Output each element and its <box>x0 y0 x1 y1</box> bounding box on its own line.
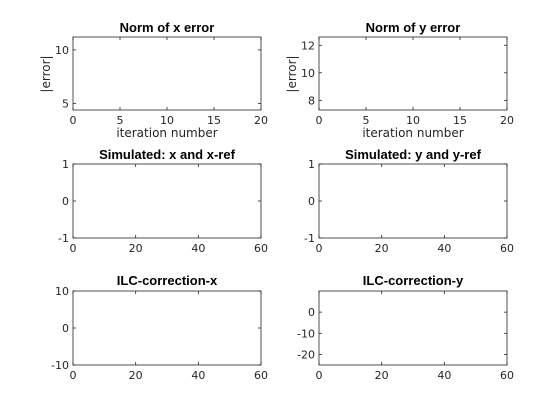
x-tick-label: 5 <box>363 114 370 127</box>
axes-frame <box>72 290 262 366</box>
x-tick-label: 40 <box>437 369 451 382</box>
x-tick-label: 0 <box>70 242 77 255</box>
x-tick-label: 20 <box>500 114 514 127</box>
x-tick-label: 60 <box>500 242 514 255</box>
axes-frame <box>318 290 508 366</box>
chart-title: ILC-correction-x <box>117 273 218 288</box>
x-axis-label: iteration number <box>116 126 217 140</box>
y-tick-label: 1 <box>62 158 69 171</box>
x-tick-label: 15 <box>453 114 467 127</box>
y-tick-label: -1 <box>58 232 69 245</box>
x-tick-label: 5 <box>117 114 124 127</box>
x-tick-label: 15 <box>207 114 221 127</box>
x-tick-label: 0 <box>316 369 323 382</box>
subplot-norm-x: Norm of x error iteration number |error|… <box>39 20 268 140</box>
y-tick-label: 10 <box>55 285 69 298</box>
subplot-norm-y: Norm of y error iteration number |error|… <box>285 20 514 140</box>
x-tick-label: 20 <box>254 114 268 127</box>
y-tick-label: 0 <box>62 195 69 208</box>
x-tick-label: 20 <box>129 369 143 382</box>
y-axis-label: |error| <box>39 55 53 92</box>
x-tick-label: 0 <box>70 369 77 382</box>
x-tick-label: 0 <box>316 242 323 255</box>
y-tick-label: 0 <box>308 306 315 319</box>
x-axis-label: iteration number <box>362 126 463 140</box>
subplot-sim-x: Simulated: x and x-ref 0 20 40 60-101 <box>58 147 268 255</box>
subplot-sim-y: Simulated: y and y-ref 0 20 40 60-101 <box>304 147 514 255</box>
y-tick-label: 1 <box>308 158 315 171</box>
chart-title: Simulated: x and x-ref <box>99 147 235 162</box>
subplot-ilc-y: ILC-correction-y 0 20 40 60 -20 -10 0 <box>297 273 514 382</box>
y-tick-label: -1 <box>304 232 315 245</box>
x-tick-label: 40 <box>191 242 205 255</box>
chart-title: Norm of x error <box>120 20 215 35</box>
y-tick-label: 5 <box>62 98 69 111</box>
y-tick-label: -20 <box>297 348 315 361</box>
y-axis-label: |error| <box>285 55 299 92</box>
y-tick-label: 0 <box>62 322 69 335</box>
axes-frame <box>72 163 262 239</box>
axes-frame <box>318 36 508 111</box>
x-tick-label: 60 <box>254 369 268 382</box>
axes-frame <box>318 163 508 239</box>
x-tick-label: 10 <box>160 114 174 127</box>
x-tick-label: 20 <box>375 369 389 382</box>
y-tick-label: 8 <box>308 94 315 107</box>
y-tick-label: -10 <box>297 327 315 340</box>
chart-title: Norm of y error <box>366 20 461 35</box>
x-tick-label: 40 <box>191 369 205 382</box>
x-tick-label: 10 <box>406 114 420 127</box>
chart-title: Simulated: y and y-ref <box>345 147 481 162</box>
y-tick-label: 10 <box>55 44 69 57</box>
y-tick-label: 12 <box>301 39 315 52</box>
x-tick-label: 0 <box>316 114 323 127</box>
x-tick-label: 20 <box>375 242 389 255</box>
chart-title: ILC-correction-y <box>363 273 464 288</box>
axes-frame <box>72 36 262 111</box>
x-tick-label: 20 <box>129 242 143 255</box>
y-tick-label: -10 <box>51 359 69 372</box>
y-tick-label: 10 <box>301 67 315 80</box>
x-tick-label: 0 <box>70 114 77 127</box>
x-tick-label: 60 <box>254 242 268 255</box>
y-tick-label: 0 <box>308 195 315 208</box>
x-tick-label: 40 <box>437 242 451 255</box>
x-tick-label: 60 <box>500 369 514 382</box>
